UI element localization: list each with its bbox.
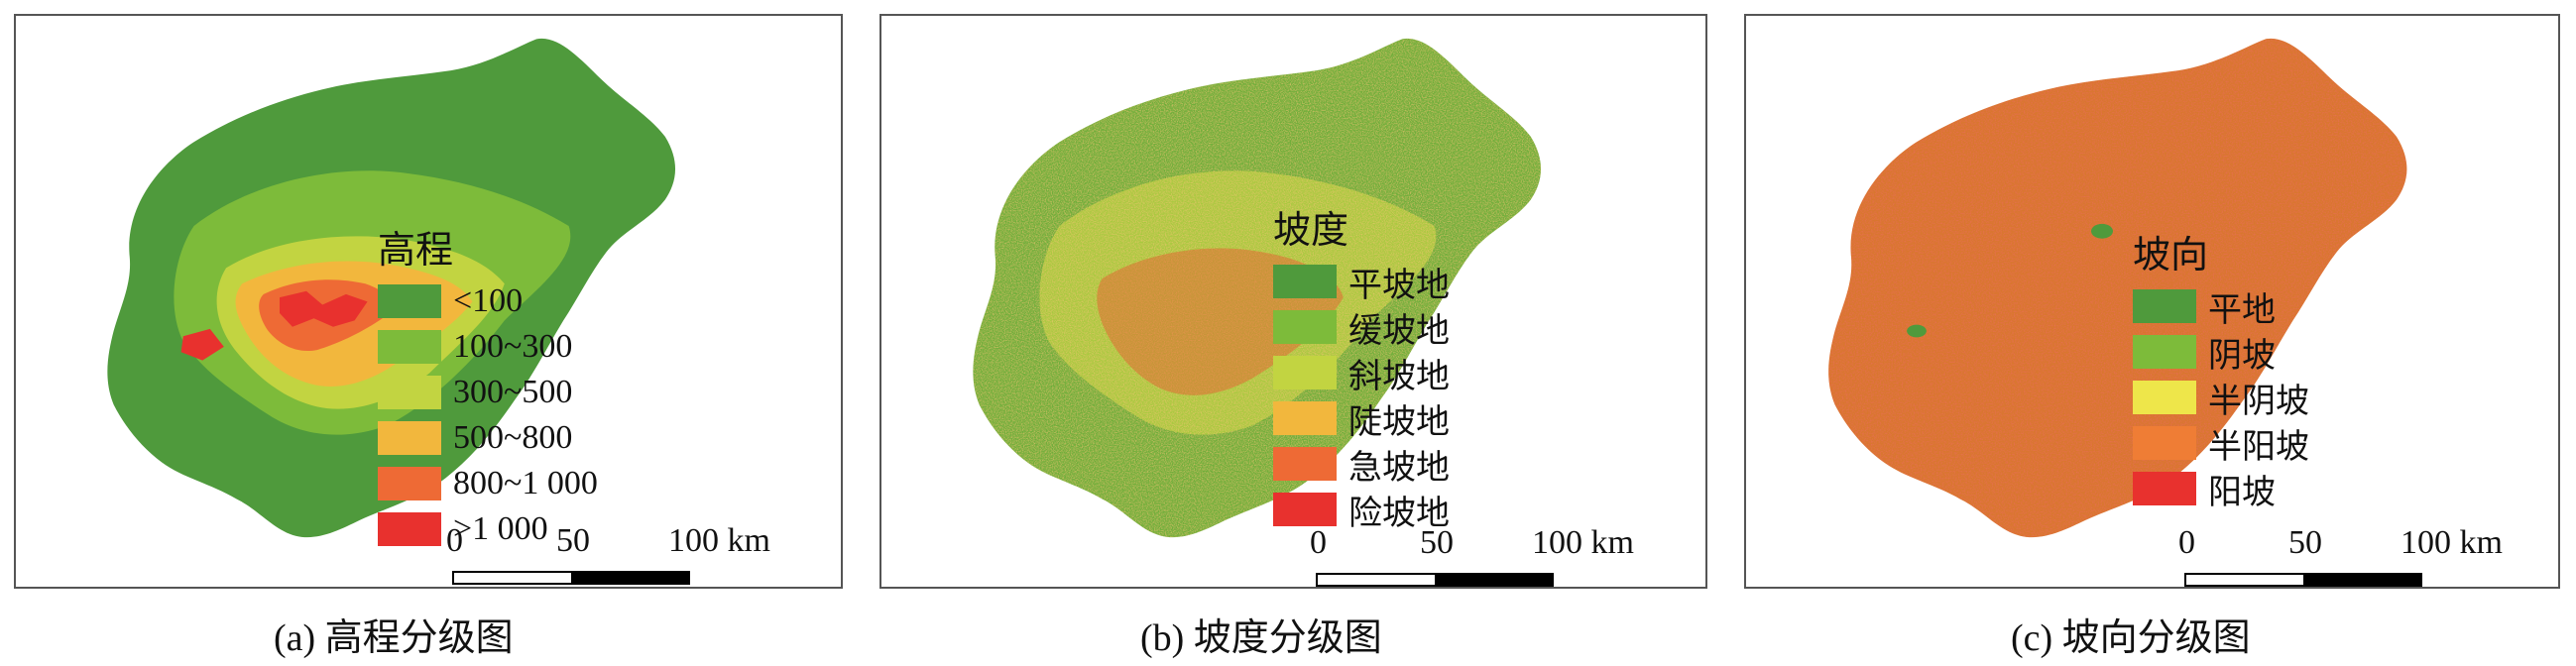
legend-item: 阳坡	[2133, 466, 2309, 511]
scale-bar-graphic	[452, 571, 690, 585]
legend-swatch	[378, 512, 441, 546]
legend-swatch	[378, 467, 441, 500]
legend-label: 缓坡地	[1348, 312, 1450, 350]
legend-item: 陡坡地	[1273, 395, 1450, 441]
legend-swatch	[1273, 401, 1337, 435]
legend-swatch	[2133, 381, 2196, 414]
legend-swatch	[2133, 335, 2196, 369]
legend-swatch	[1273, 356, 1337, 389]
legend-label: 半阴坡	[2208, 383, 2309, 420]
legend-swatch	[2133, 289, 2196, 323]
legend-label: 500~800	[453, 419, 573, 456]
scale-bar: 0 50 100 km	[2178, 523, 2521, 587]
scale-label-end: 100 km	[1532, 524, 1634, 561]
legend-item: 800~1 000	[378, 461, 598, 506]
legend-title: 坡向	[2133, 235, 2209, 277]
scale-bar-graphic	[2184, 573, 2422, 587]
slope-map-panel: 坡度 平坡地 缓坡地 斜坡地 陡坡地 急坡地 险坡地 0 50 100 km	[879, 14, 1707, 589]
legend-item: 险坡地	[1273, 487, 1450, 532]
legend-label: 阴坡	[2208, 337, 2276, 375]
legend-label: <100	[453, 282, 524, 319]
scale-label-mid: 50	[2288, 524, 2322, 561]
flat-patch	[1907, 324, 1927, 338]
legend-swatch	[378, 284, 441, 318]
legend-item: 斜坡地	[1273, 350, 1450, 395]
legend-item: 300~500	[378, 370, 598, 415]
legend-label: >1 000	[453, 510, 548, 547]
scale-bar: 0 50 100 km	[1310, 523, 1653, 587]
scale-bar: 0 50 100 km	[446, 521, 789, 587]
legend-title: 坡度	[1273, 210, 1349, 252]
legend-item: 急坡地	[1273, 441, 1450, 487]
legend-item: 半阴坡	[2133, 375, 2309, 420]
legend-title: 高程	[378, 230, 454, 272]
legend-label: 300~500	[453, 374, 573, 410]
scale-label-mid: 50	[1420, 524, 1454, 561]
caption-c: (c) 坡向分级图	[2011, 617, 2251, 659]
elevation-legend: 高程 <100 100~300 300~500 500~800 800~1 00…	[378, 229, 598, 552]
legend-item: 平地	[2133, 283, 2309, 329]
legend-swatch	[378, 421, 441, 455]
legend-item: <100	[378, 278, 598, 324]
zone-over-1000-west	[180, 328, 224, 361]
legend-swatch	[1273, 265, 1337, 298]
legend-label: 斜坡地	[1348, 358, 1450, 395]
legend-swatch	[378, 330, 441, 364]
legend-label: 800~1 000	[453, 465, 598, 501]
elevation-map-panel: 高程 <100 100~300 300~500 500~800 800~1 00…	[14, 14, 843, 589]
scale-label-zero: 0	[1310, 524, 1327, 561]
scale-label-end: 100 km	[668, 522, 770, 559]
zone-over-1000	[280, 290, 368, 327]
elevation-map	[107, 38, 676, 538]
legend-swatch	[2133, 472, 2196, 505]
legend-swatch	[1273, 493, 1337, 526]
legend-label: 平坡地	[1348, 267, 1450, 304]
legend-item: 平坡地	[1273, 259, 1450, 304]
legend-label: 平地	[2208, 291, 2276, 329]
legend-label: 半阳坡	[2208, 428, 2309, 466]
legend-item: 阴坡	[2133, 329, 2309, 375]
scale-label-mid: 50	[556, 522, 590, 559]
aspect-legend: 坡向 平地 阴坡 半阴坡 半阳坡 阳坡	[2133, 234, 2309, 511]
aspect-map	[1828, 38, 2407, 538]
scale-bar-graphic	[1316, 573, 1554, 587]
scale-label-zero: 0	[446, 522, 463, 559]
legend-item: 缓坡地	[1273, 304, 1450, 350]
legend-label: 险坡地	[1348, 495, 1450, 532]
slope-legend: 坡度 平坡地 缓坡地 斜坡地 陡坡地 急坡地 险坡地	[1273, 209, 1450, 532]
legend-swatch	[378, 376, 441, 409]
legend-item: >1 000	[378, 506, 598, 552]
legend-label: 陡坡地	[1348, 403, 1450, 441]
scale-label-zero: 0	[2178, 524, 2195, 561]
legend-label: 阳坡	[2208, 474, 2276, 511]
legend-swatch	[1273, 310, 1337, 344]
legend-swatch	[2133, 426, 2196, 460]
legend-item: 500~800	[378, 415, 598, 461]
legend-swatch	[1273, 447, 1337, 481]
legend-item: 100~300	[378, 324, 598, 370]
caption-a: (a) 高程分级图	[274, 617, 514, 659]
aspect-texture	[1828, 38, 2407, 538]
flat-patch	[2091, 223, 2113, 239]
aspect-map-panel: 坡向 平地 阴坡 半阴坡 半阳坡 阳坡 0 50 100 km	[1744, 14, 2560, 589]
legend-item: 半阳坡	[2133, 420, 2309, 466]
legend-label: 100~300	[453, 328, 573, 365]
caption-b: (b) 坡度分级图	[1140, 617, 1382, 659]
legend-label: 急坡地	[1348, 449, 1450, 487]
scale-label-end: 100 km	[2400, 524, 2503, 561]
slope-map	[973, 38, 1542, 538]
